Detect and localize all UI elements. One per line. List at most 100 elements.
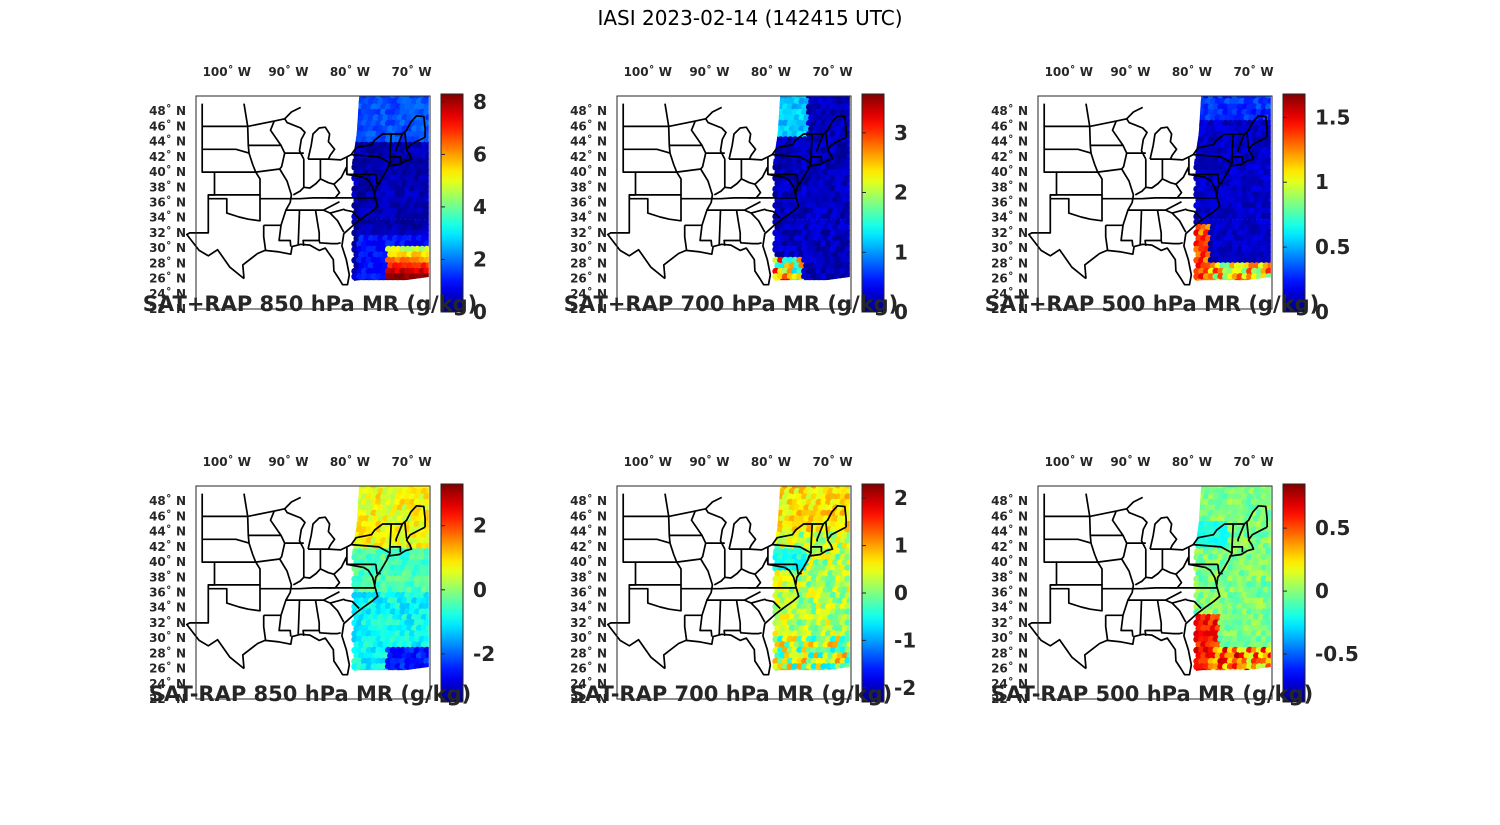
state-border [816,133,825,152]
state-border [1090,534,1128,563]
state-border [749,504,847,551]
state-border [1056,171,1103,195]
state-border [403,521,408,539]
state-border [718,600,722,636]
lat-tick-label: 38˚ N [149,569,186,584]
state-border [346,173,376,196]
lat-tick-label: 24˚ N [149,286,186,301]
state-border [351,543,391,561]
lat-tick-label: 28˚ N [991,255,1028,270]
lon-tick-label: 90˚ W [1110,64,1150,79]
lat-tick-label: 26˚ N [570,661,607,676]
panel-title: SAT-RAP 850 hPa MR (g/kg) [148,682,472,706]
lat-tick-label: 28˚ N [570,645,607,660]
state-border [1089,496,1144,518]
lat-tick-label: 34˚ N [991,210,1028,225]
state-border [750,208,781,220]
lat-tick-label: 36˚ N [991,585,1028,600]
state-border [718,210,722,246]
lat-tick-label: 24˚ N [149,676,186,691]
lat-tick-label: 40˚ N [149,164,186,179]
state-border [202,515,250,544]
state-border [374,564,381,575]
lat-tick-label: 38˚ N [149,179,186,194]
state-border [795,564,802,575]
state-border [704,508,727,550]
lon-tick-label: 90˚ W [268,64,308,79]
colorbar [1282,483,1306,703]
state-border [283,508,306,550]
colorbar [1282,93,1306,313]
state-border [623,148,678,173]
colorbar-tick-label: -2 [473,642,495,666]
state-border [1175,166,1190,185]
state-border [767,173,797,196]
lat-tick-label: 32˚ N [991,225,1028,240]
colorbar-tick-label: 3 [894,121,908,145]
state-border [285,200,340,211]
lat-tick-label: 44˚ N [991,524,1028,539]
lat-tick-label: 32˚ N [991,615,1028,630]
state-border [333,556,348,575]
state-border [739,240,762,245]
lat-tick-label: 32˚ N [570,225,607,240]
lon-tick-label: 80˚ W [1172,64,1212,79]
state-border [1171,208,1202,220]
state-border [1165,599,1187,623]
state-border [1056,561,1103,585]
state-border [824,131,829,149]
state-border [1145,159,1164,189]
lat-tick-label: 46˚ N [149,508,186,523]
lon-tick-label: 70˚ W [1233,64,1273,79]
state-border [329,208,360,220]
state-border [1111,510,1124,536]
state-border [623,515,671,544]
lat-tick-label: 46˚ N [570,118,607,133]
state-border [683,615,688,641]
state-border [1171,598,1202,610]
state-border [297,210,301,246]
lat-tick-label: 30˚ N [991,240,1028,255]
colorbar-tick-label: 0 [1315,579,1329,603]
state-border [1237,133,1246,152]
state-border [1175,556,1190,575]
state-border [749,114,847,161]
state-border [214,561,261,585]
state-border [307,516,336,550]
colorbar-tick-label: 2 [894,181,908,205]
lat-tick-label: 22˚ N [991,691,1028,706]
state-boundaries [1027,493,1268,676]
lat-tick-label: 36˚ N [149,195,186,210]
panel-850-diff: 100˚ W 90˚ W 80˚ W 70˚ W 48˚ N 46˚ N 44˚ N 42˚ … [120,454,500,774]
state-border [202,125,250,154]
swath-field [772,96,850,282]
panel-700-diff: 100˚ W 90˚ W 80˚ W 70˚ W 48˚ N 46˚ N 44˚ N 42˚ … [541,454,921,774]
state-border [1111,120,1124,146]
state-border [795,174,802,185]
lat-tick-label: 36˚ N [991,195,1028,210]
state-border [1188,563,1218,586]
lon-tick-label: 100˚ W [624,454,672,469]
state-border [1245,521,1250,539]
map-frame [616,485,852,700]
lon-tick-label: 80˚ W [751,64,791,79]
state-border [635,171,682,195]
lat-tick-label: 42˚ N [991,149,1028,164]
lat-tick-label: 36˚ N [149,585,186,600]
lat-tick-label: 48˚ N [149,493,186,508]
lat-tick-label: 22˚ N [149,301,186,316]
lat-tick-label: 30˚ N [570,240,607,255]
lat-tick-label: 38˚ N [570,179,607,194]
figure-title: IASI 2023-02-14 (142415 UTC) [597,6,903,30]
lon-tick-label: 70˚ W [812,454,852,469]
state-border [247,496,302,518]
coastline [241,526,426,676]
lat-tick-label: 46˚ N [149,118,186,133]
state-border [1139,210,1143,246]
state-border [307,126,336,160]
lon-tick-label: 100˚ W [1045,454,1093,469]
state-border [290,197,376,200]
state-border [318,240,341,245]
panel-title: SAT-RAP 500 hPa MR (g/kg) [990,682,1314,706]
state-border [1144,209,1163,247]
